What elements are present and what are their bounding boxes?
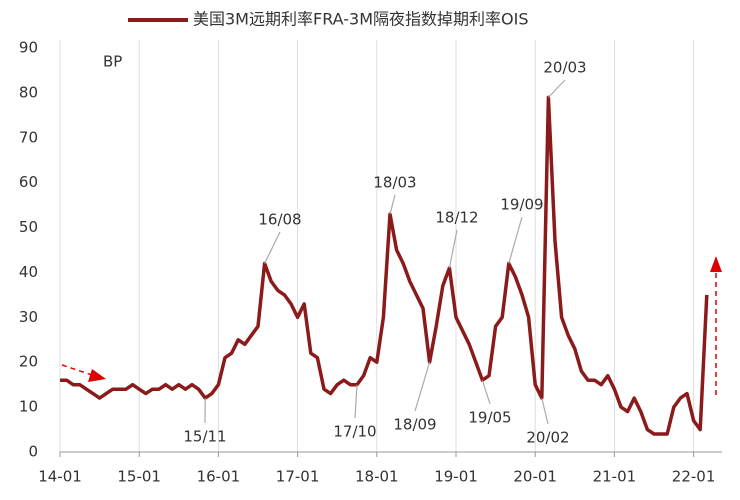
annotation: 18/12 xyxy=(435,209,478,227)
trend-arrow xyxy=(61,364,93,376)
y-tick-label: 10 xyxy=(19,398,38,416)
y-tick-label: 60 xyxy=(19,173,38,191)
annotation: 19/09 xyxy=(500,196,543,214)
x-tick-label: 15-01 xyxy=(117,468,161,486)
annotation: 15/11 xyxy=(183,428,226,446)
annotation: 16/08 xyxy=(258,211,301,229)
y-tick-label: 90 xyxy=(19,39,38,57)
x-tick-label: 20-01 xyxy=(513,468,557,486)
annotation: 18/09 xyxy=(393,416,436,434)
arrow-head xyxy=(710,256,722,272)
annotation: 17/10 xyxy=(333,423,376,441)
annotation-leader xyxy=(448,229,458,269)
annotation-leader xyxy=(547,79,566,98)
unit-label: BP xyxy=(103,53,122,71)
x-tick-label: 22-01 xyxy=(672,468,716,486)
x-tick-label: 21-01 xyxy=(593,468,637,486)
annotation: 18/03 xyxy=(373,174,416,192)
annotation: 20/03 xyxy=(543,59,586,77)
annotation-leader xyxy=(264,231,281,264)
series-line xyxy=(60,95,709,436)
x-tick-label: 17-01 xyxy=(276,468,320,486)
x-tick-label: 19-01 xyxy=(434,468,478,486)
x-tick-label: 16-01 xyxy=(197,468,241,486)
annotation: 20/02 xyxy=(526,429,569,447)
y-tick-label: 70 xyxy=(19,128,38,146)
x-tick-label: 18-01 xyxy=(355,468,399,486)
annotation-leader xyxy=(354,384,358,419)
y-tick-label: 20 xyxy=(19,353,38,371)
y-tick-label: 0 xyxy=(28,443,38,461)
annotation-leader xyxy=(481,379,491,405)
x-tick-label: 14-01 xyxy=(38,468,82,486)
y-tick-label: 80 xyxy=(19,83,38,101)
y-tick-label: 40 xyxy=(19,263,38,281)
y-tick-label: 30 xyxy=(19,308,38,326)
annotation-leader xyxy=(389,194,396,215)
annotation-leader xyxy=(541,397,549,425)
legend-label: 美国3M远期利率FRA-3M隔夜指数掉期利率OIS xyxy=(193,10,528,29)
annotation-leader xyxy=(508,216,523,264)
annotation-leader xyxy=(414,362,431,412)
y-tick-label: 50 xyxy=(19,218,38,236)
arrow-head xyxy=(88,369,106,382)
annotation: 19/05 xyxy=(468,409,511,427)
